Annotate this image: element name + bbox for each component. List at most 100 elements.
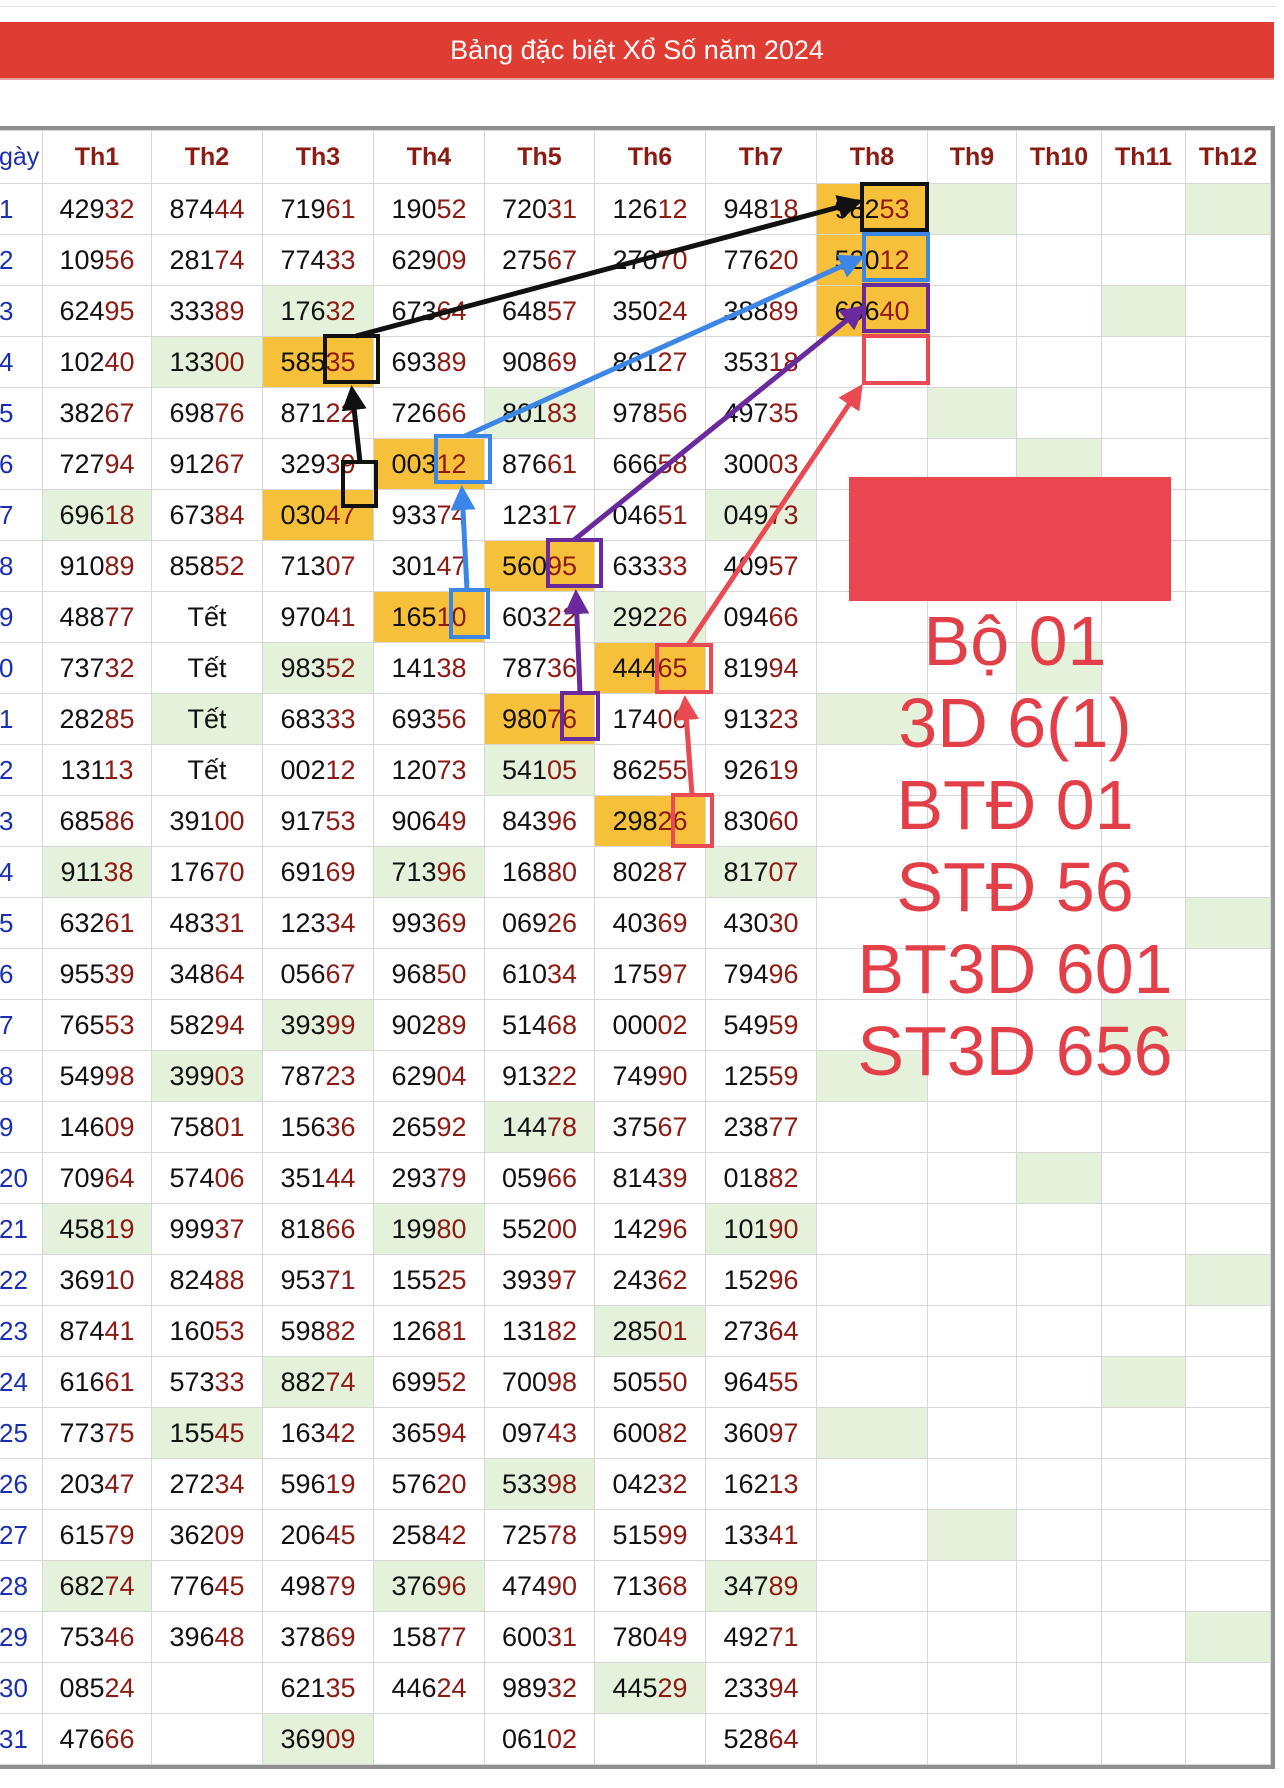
result-cell	[1101, 999, 1186, 1051]
table-row: 1 28285 Tết 68333 69356 98076 17406 91323	[0, 693, 1271, 745]
result-cell: 71396	[373, 846, 485, 898]
result-cell: 86127	[594, 336, 706, 388]
result-cell: 92619	[705, 744, 817, 796]
month-header-th9: Th9	[927, 130, 1017, 184]
result-cell	[927, 183, 1017, 235]
result-cell: 39397	[484, 1254, 595, 1306]
result-cell: 12073	[373, 744, 485, 796]
result-cell: 47490	[484, 1560, 595, 1612]
result-cell: 29379	[373, 1152, 485, 1204]
result-cell: 76553	[42, 999, 152, 1051]
result-cell: 42932	[42, 183, 152, 235]
day-label: 6	[0, 438, 43, 490]
result-cell: 66658	[594, 438, 706, 490]
result-cell: 36097	[705, 1407, 817, 1459]
day-label: 4	[0, 336, 43, 388]
result-cell: 51468	[484, 999, 595, 1051]
result-cell	[1185, 489, 1271, 541]
day-label: 7	[0, 999, 43, 1051]
result-cell: 39903	[151, 1050, 263, 1102]
result-cell: 08524	[42, 1662, 152, 1714]
result-cell	[927, 1662, 1017, 1714]
result-cell	[1016, 1356, 1102, 1408]
result-cell: 28285	[42, 693, 152, 745]
result-cell: 38267	[42, 387, 152, 439]
result-cell: 54105	[484, 744, 595, 796]
result-cell: 12334	[262, 897, 374, 949]
result-cell: 61579	[42, 1509, 152, 1561]
result-cell: 62135	[262, 1662, 374, 1714]
result-cell: 95371	[262, 1254, 374, 1306]
result-cell: 78736	[484, 642, 595, 694]
result-cell: 78049	[594, 1611, 706, 1663]
result-cell	[816, 744, 928, 796]
day-label: 26	[0, 1458, 43, 1510]
result-cell: 81439	[594, 1152, 706, 1204]
result-cell: Tết	[151, 744, 263, 796]
result-cell: 72666	[373, 387, 485, 439]
result-cell: 27070	[594, 234, 706, 286]
day-label: 20	[0, 1152, 43, 1204]
result-cell: 91089	[42, 540, 152, 592]
result-cell: 85852	[151, 540, 263, 592]
result-cell: 84396	[484, 795, 595, 847]
result-cell	[816, 1662, 928, 1714]
result-cell: 01882	[705, 1152, 817, 1204]
result-cell	[1016, 1407, 1102, 1459]
result-cell	[816, 1509, 928, 1561]
result-cell	[927, 1254, 1017, 1306]
result-cell: 13300	[151, 336, 263, 388]
table-row: 21 45819 99937 81866 19980 55200 14296 10190	[0, 1203, 1271, 1255]
result-cell: 59882	[262, 1305, 374, 1357]
day-label: 8	[0, 1050, 43, 1102]
result-cell: 91138	[42, 846, 152, 898]
result-cell	[1016, 1254, 1102, 1306]
result-cell: 14138	[373, 642, 485, 694]
result-cell: 29226	[594, 591, 706, 643]
result-cell: 29826	[594, 795, 706, 847]
result-cell	[816, 1203, 928, 1255]
result-cell: 05667	[262, 948, 374, 1000]
result-cell	[1101, 897, 1186, 949]
result-cell: 54959	[705, 999, 817, 1051]
result-cell: 27567	[484, 234, 595, 286]
result-cell: 40369	[594, 897, 706, 949]
result-cell: 61661	[42, 1356, 152, 1408]
day-label: 6	[0, 948, 43, 1000]
result-cell	[816, 1458, 928, 1510]
result-cell: 68274	[42, 1560, 152, 1612]
result-cell: 70098	[484, 1356, 595, 1408]
result-cell: 57620	[373, 1458, 485, 1510]
day-label: 1	[0, 693, 43, 745]
result-cell	[1016, 1305, 1102, 1357]
result-cell: 78723	[262, 1050, 374, 1102]
result-cell	[927, 1356, 1017, 1408]
table-row: 7 76553 58294 39399 90289 51468 00002 54959	[0, 999, 1271, 1051]
result-cell: 98076	[484, 693, 595, 745]
result-cell: 77433	[262, 234, 374, 286]
month-header-th10: Th10	[1016, 130, 1102, 184]
result-cell	[1101, 1101, 1186, 1153]
month-header-th11: Th11	[1101, 130, 1186, 184]
day-label: 29	[0, 1611, 43, 1663]
result-cell	[1016, 1560, 1102, 1612]
result-cell	[1101, 183, 1186, 235]
result-cell: 57406	[151, 1152, 263, 1204]
result-cell	[1185, 897, 1271, 949]
result-cell: 69356	[373, 693, 485, 745]
table-row: 4 91138 17670 69169 71396 16880 80287 81707	[0, 846, 1271, 898]
day-label: 3	[0, 285, 43, 337]
result-cell: 28174	[151, 234, 263, 286]
result-cell: 52012	[816, 234, 928, 286]
result-cell: 53398	[484, 1458, 595, 1510]
result-cell	[1016, 795, 1102, 847]
redaction-block	[849, 477, 1171, 601]
result-cell	[1016, 336, 1102, 388]
result-cell	[1185, 1203, 1271, 1255]
result-cell: 38889	[705, 285, 817, 337]
result-cell	[1185, 795, 1271, 847]
result-cell: 17597	[594, 948, 706, 1000]
result-cell: 16880	[484, 846, 595, 898]
result-cell: 12681	[373, 1305, 485, 1357]
day-label: 2	[0, 744, 43, 796]
